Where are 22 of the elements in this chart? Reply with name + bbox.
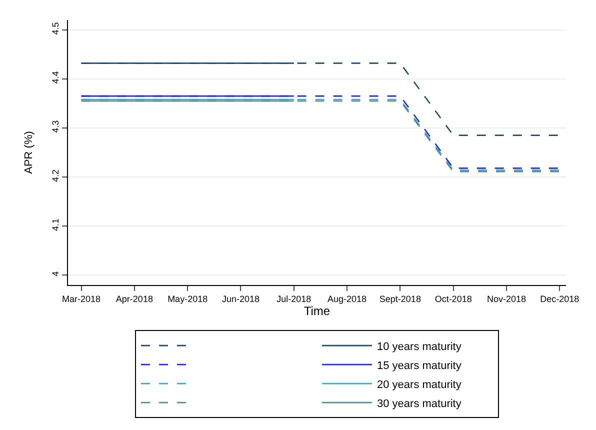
y-tick-label: 4.2 <box>50 169 60 182</box>
x-tick-label: Sept-2018 <box>379 294 421 304</box>
y-tick-label: 4.5 <box>50 22 60 35</box>
y-axis-title: APR (%) <box>23 131 36 174</box>
x-tick-label: Dec-2018 <box>540 294 580 304</box>
x-tick-label: Jun-2018 <box>222 294 260 304</box>
legend-label: 15 years maturity <box>377 360 462 372</box>
y-tick-label: 4 <box>50 271 60 276</box>
y-tick-label: 4.4 <box>50 71 60 84</box>
x-tick-label: Mar-2018 <box>62 294 101 304</box>
x-axis-title: Time <box>304 304 330 318</box>
y-tick-label: 4.1 <box>50 218 60 232</box>
legend-label: 20 years maturity <box>377 378 462 391</box>
legend-label: 10 years maturity <box>377 340 462 353</box>
x-tick-label: May-2018 <box>168 294 208 304</box>
x-tick-label: Oct-2018 <box>434 294 472 304</box>
y-tick-label: 4.3 <box>50 120 60 133</box>
x-tick-label: Aug-2018 <box>328 294 367 304</box>
x-tick-label: Jul-2018 <box>276 294 312 304</box>
x-tick-label: Apr-2018 <box>116 294 153 304</box>
x-tick-label: Nov-2018 <box>486 294 526 304</box>
legend-label: 30 years maturity <box>377 398 462 410</box>
